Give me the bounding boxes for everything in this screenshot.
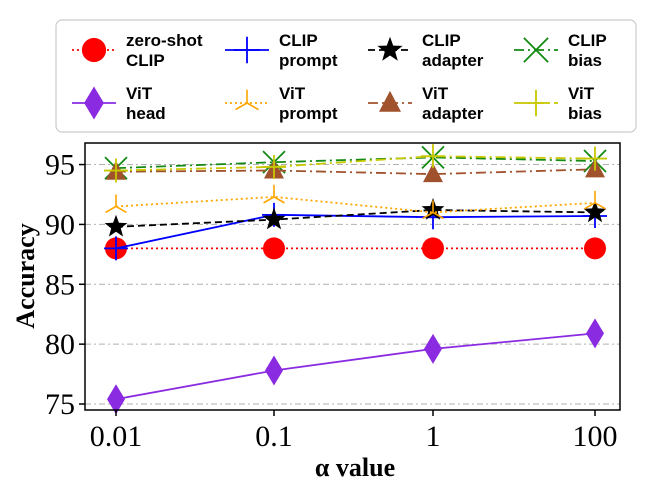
y-tick-label-80: 80 [45,328,75,361]
legend-entry-vit-head: ViT head [72,84,166,123]
y-tick-label-95: 95 [45,149,75,182]
legend-label-vit-prompt: ViT prompt [279,84,338,123]
legend-marker-clip-adapter [377,36,403,61]
legend-label-line: ViT [126,84,153,103]
line-vit-prompt [115,195,596,214]
series-vit-prompt [105,184,606,220]
legend-label-line: zero-shot [126,31,203,50]
point-zs-clip-100 [584,237,606,260]
x-tick-label-0.1: 0.1 [255,420,293,453]
point-vit-prompt-100 [584,190,606,210]
legend-label-line: CLIP [568,31,607,50]
legend-entry-clip-prompt: CLIP prompt [225,31,338,70]
legend-marker-vit-head [84,86,104,120]
legend-label-clip-prompt: CLIP prompt [279,31,338,70]
point-clip-adapter-100 [583,200,607,223]
point-vit-prompt-0.1 [263,184,285,204]
line-clip-prompt [115,213,596,250]
legend-entry-vit-bias: ViT bias [514,84,602,123]
x-tick-label-0.01: 0.01 [90,420,143,453]
legend-marker-vit-prompt [235,89,259,111]
point-zs-clip-1 [422,237,444,260]
series-vit-head [107,318,604,415]
legend-entry-vit-prompt: ViT prompt [225,84,338,123]
point-vit-head-0.01 [107,384,125,415]
y-axis: 75 80 85 90 95 [45,149,85,421]
y-tick-label-90: 90 [45,208,75,241]
x-tick-label-100: 100 [573,420,618,453]
legend-label-line: ViT [422,84,449,103]
series-clip-prompt [104,202,607,261]
legend-label-line: bias [568,51,602,70]
line-clip-bias [115,156,596,169]
legend-marker-clip-bias [523,37,549,63]
point-vit-head-100 [586,318,604,349]
y-tick-label-75: 75 [45,388,75,421]
point-vit-head-0.1 [265,355,283,386]
point-zs-clip-0.1 [263,237,285,260]
series-layer [104,144,607,415]
x-axis-title: α value [315,453,395,482]
series-zs-clip [105,237,606,260]
legend-label-line: adapter [422,104,484,123]
point-vit-bias-100 [583,146,607,171]
series-clip-bias [104,145,607,180]
y-axis-title: Accuracy [11,223,40,328]
line-vit-adapter [115,168,596,176]
legend-entry-clip-adapter: CLIP adapter [368,31,484,70]
legend-box [55,19,637,133]
y-tick-label-85: 85 [45,268,75,301]
point-clip-adapter-0.1 [262,207,286,230]
point-vit-adapter-1 [423,163,443,183]
legend-label-line: bias [568,104,602,123]
point-vit-bias-1 [421,144,445,169]
legend-label-line: CLIP [126,51,165,70]
legend-label-line: CLIP [422,31,461,50]
point-vit-bias-0.01 [104,158,128,183]
legend-entry-zs-clip: zero-shot CLIP [72,31,203,70]
line-vit-head [115,332,596,401]
legend-label-vit-head: ViT head [126,84,166,123]
legend-label-line: CLIP [279,31,318,50]
point-clip-adapter-0.01 [104,214,128,237]
legend-marker-vit-adapter [379,90,401,112]
legend-label-vit-adapter: ViT adapter [422,84,484,123]
point-vit-bias-0.1 [262,154,286,179]
legend-label-line: ViT [568,84,595,103]
point-clip-prompt-0.01 [104,236,128,261]
line-clip-adapter [115,209,596,228]
legend-marker-vit-bias [522,89,550,117]
legend-marker-zs-clip [81,37,107,63]
legend-entry-vit-adapter: ViT adapter [368,84,484,123]
legend-marker-clip-prompt [233,36,261,64]
legend-label-line: head [126,104,166,123]
plot-frame [84,142,621,411]
point-vit-prompt-0.01 [105,194,127,214]
series-vit-bias [104,144,607,183]
legend-entry-clip-bias: CLIP bias [514,31,607,70]
point-vit-prompt-1 [422,200,444,220]
legend-label-clip-bias: CLIP bias [568,31,607,70]
legend-label-line: adapter [422,51,484,70]
legend-label-zs-clip: zero-shot CLIP [126,31,203,70]
line-vit-bias [115,155,596,172]
legend-label-line: prompt [279,51,338,70]
legend-label-line: prompt [279,104,338,123]
legend-label-vit-bias: ViT bias [568,84,602,123]
legend-label-clip-adapter: CLIP adapter [422,31,484,70]
point-vit-head-1 [424,333,442,364]
x-tick-label-1: 1 [426,420,441,453]
grid-lines [85,164,620,405]
x-axis: 0.01 0.1 1 100 [90,410,618,453]
legend-label-line: ViT [279,84,306,103]
series-vit-adapter [106,158,605,183]
